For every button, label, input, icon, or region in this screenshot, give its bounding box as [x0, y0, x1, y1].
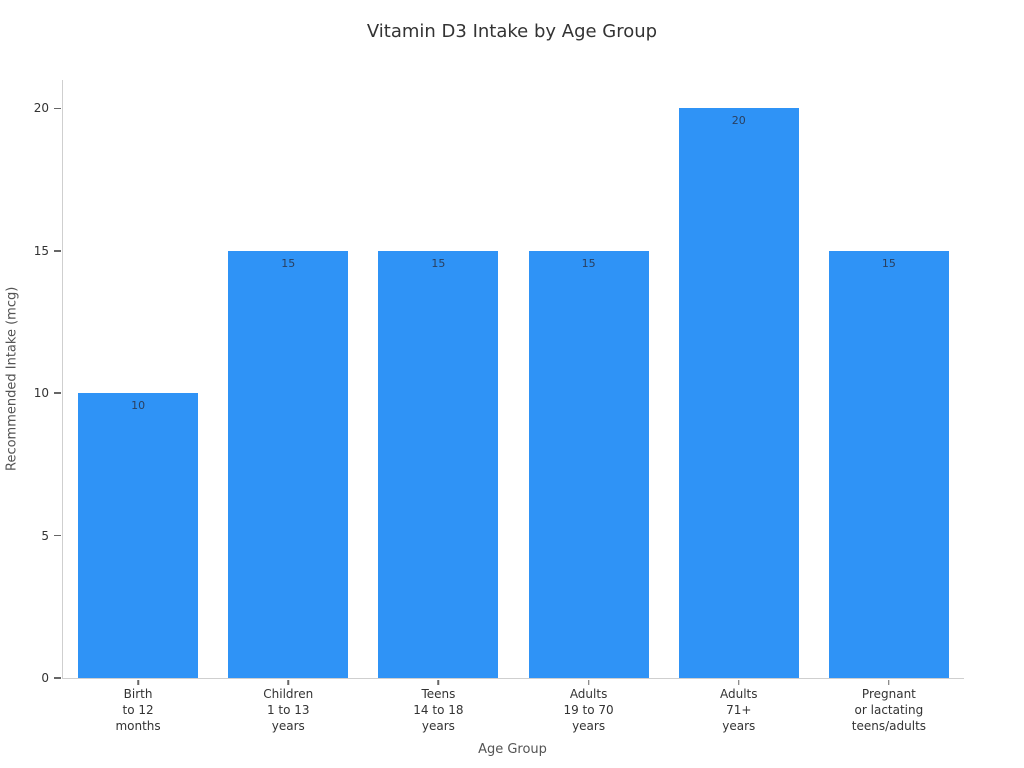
x-tick-label: Teens 14 to 18 years — [413, 687, 464, 733]
x-tick-mark — [287, 679, 289, 685]
bar-value-label: 20 — [731, 114, 746, 128]
y-tick-label: 15 — [33, 243, 49, 258]
x-tick-label: Children 1 to 13 years — [263, 687, 314, 733]
x-tick-label: Adults 71+ years — [719, 687, 758, 733]
y-tick-label: 0 — [41, 671, 49, 685]
bar-value-label: 15 — [881, 256, 896, 270]
bar: 15 — [228, 250, 349, 678]
bar-value-label: 15 — [281, 256, 296, 270]
y-tick-label: 10 — [33, 386, 49, 401]
x-tick-mark — [437, 679, 440, 685]
y-tick-mark — [54, 107, 61, 110]
x-tick-mark — [888, 679, 890, 685]
bar: 15 — [528, 250, 649, 678]
x-tick-label: Adults 19 to 70 years — [563, 687, 614, 733]
bar-value-label: 15 — [431, 256, 446, 270]
y-tick-mark — [54, 677, 61, 679]
x-tick-label: Birth to 12 months — [115, 687, 161, 733]
bar: 15 — [378, 250, 499, 678]
x-tick-mark — [137, 679, 139, 685]
y-tick-mark — [54, 392, 61, 394]
bar: 10 — [78, 393, 199, 678]
x-tick-label: Pregnant or lactating teens/adults — [851, 687, 927, 733]
plot-area: 0 5 10 15 20 10 Birth to 12 months 15 Children 1… — [34, 80, 964, 733]
y-tick-mark — [54, 534, 61, 537]
bar: 20 — [678, 108, 799, 678]
y-tick-label: 20 — [33, 101, 49, 116]
bar-value-label: 15 — [581, 256, 596, 270]
bar-value-label: 10 — [131, 399, 146, 413]
x-tick-mark — [738, 679, 740, 685]
x-axis-title: Age Group — [478, 742, 547, 757]
y-axis-title: Recommended Intake (mcg) — [4, 286, 20, 472]
x-tick-mark — [587, 679, 590, 685]
bar: 15 — [828, 250, 949, 678]
chart-title: Vitamin D3 Intake by Age Group — [366, 21, 658, 42]
y-tick-mark — [54, 250, 61, 252]
y-tick-label: 5 — [41, 528, 49, 543]
